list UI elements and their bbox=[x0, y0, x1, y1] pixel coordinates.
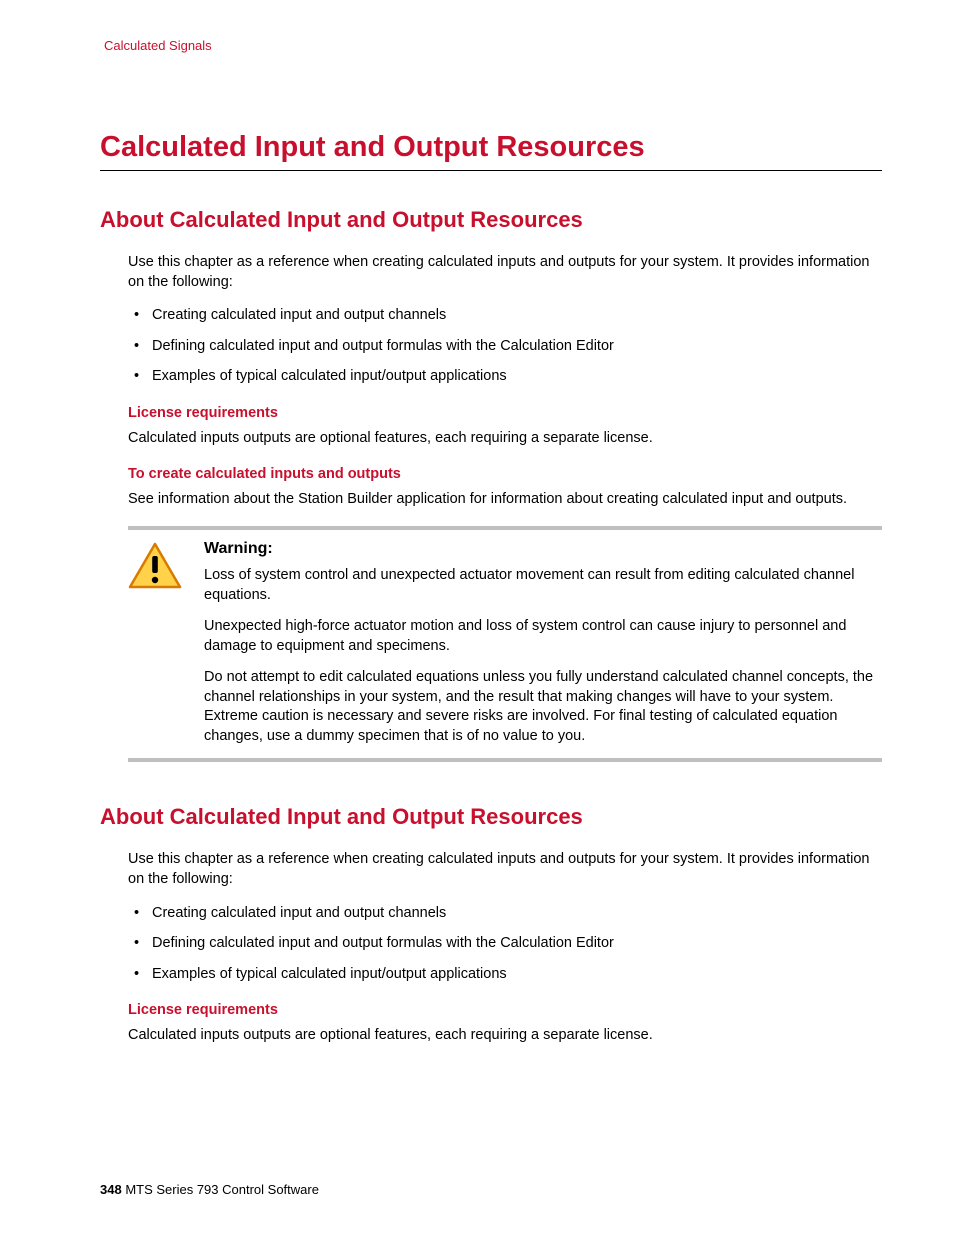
running-header: Calculated Signals bbox=[104, 38, 882, 53]
section-heading-2: About Calculated Input and Output Resour… bbox=[100, 804, 882, 830]
document-page: Calculated Signals Calculated Input and … bbox=[0, 0, 954, 1235]
license-heading-2: License requirements bbox=[128, 1002, 882, 1018]
warning-paragraph: Do not attempt to edit calculated equati… bbox=[204, 668, 882, 746]
warning-block: Warning: Loss of system control and unex… bbox=[128, 526, 882, 763]
create-text: See information about the Station Builde… bbox=[128, 490, 882, 510]
warning-title: Warning: bbox=[204, 540, 882, 558]
warning-content: Warning: Loss of system control and unex… bbox=[204, 540, 882, 747]
list-item: Examples of typical calculated input/out… bbox=[128, 367, 882, 387]
warning-paragraph: Unexpected high-force actuator motion an… bbox=[204, 617, 882, 656]
section-heading-1: About Calculated Input and Output Resour… bbox=[100, 207, 882, 233]
bullet-list-2: Creating calculated input and output cha… bbox=[128, 904, 882, 985]
warning-paragraph: Loss of system control and unexpected ac… bbox=[204, 566, 882, 605]
list-item: Creating calculated input and output cha… bbox=[128, 306, 882, 326]
list-item: Defining calculated input and output for… bbox=[128, 934, 882, 954]
license-heading-1: License requirements bbox=[128, 405, 882, 421]
license-text-1: Calculated inputs outputs are optional f… bbox=[128, 429, 882, 449]
intro-paragraph-1: Use this chapter as a reference when cre… bbox=[128, 253, 882, 292]
list-item: Creating calculated input and output cha… bbox=[128, 904, 882, 924]
footer-doc-title: MTS Series 793 Control Software bbox=[122, 1182, 319, 1197]
create-heading: To create calculated inputs and outputs bbox=[128, 466, 882, 482]
warning-icon bbox=[128, 540, 186, 747]
page-number: 348 bbox=[100, 1182, 122, 1197]
intro-paragraph-2: Use this chapter as a reference when cre… bbox=[128, 850, 882, 889]
license-text-2: Calculated inputs outputs are optional f… bbox=[128, 1026, 882, 1046]
list-item: Defining calculated input and output for… bbox=[128, 337, 882, 357]
list-item: Examples of typical calculated input/out… bbox=[128, 965, 882, 985]
bullet-list-1: Creating calculated input and output cha… bbox=[128, 306, 882, 387]
page-footer: 348 MTS Series 793 Control Software bbox=[100, 1182, 319, 1197]
page-title: Calculated Input and Output Resources bbox=[100, 131, 882, 171]
